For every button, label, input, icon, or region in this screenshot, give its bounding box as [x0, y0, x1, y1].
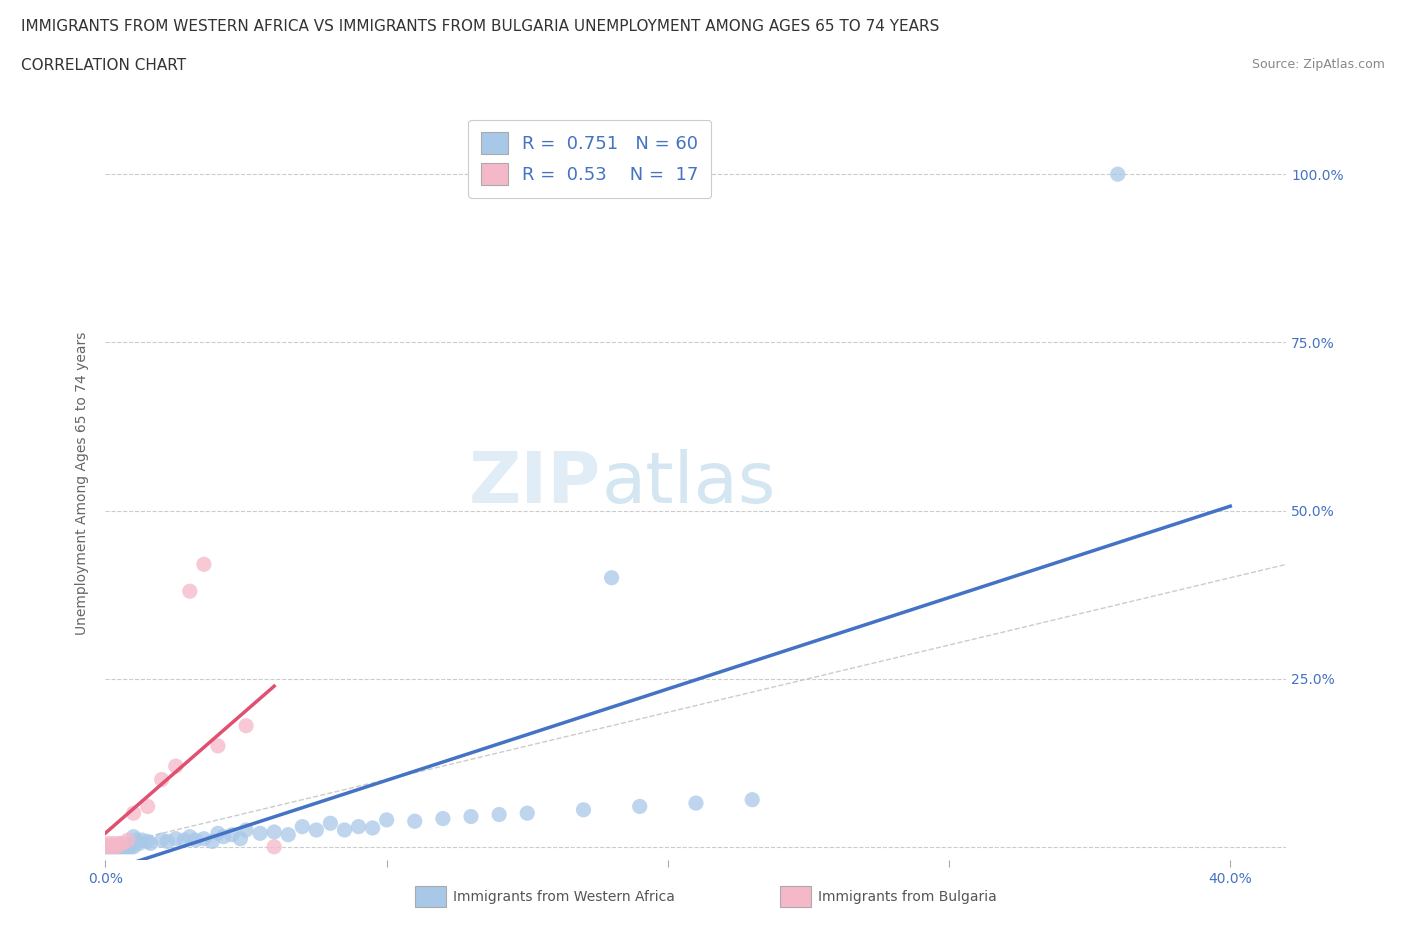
- Point: [108, 840, 131, 855]
- Point: [97, 839, 120, 854]
- Legend: R =  0.751   N = 60, R =  0.53    N =  17: R = 0.751 N = 60, R = 0.53 N = 17: [468, 120, 711, 198]
- Point: [201, 834, 224, 849]
- Text: Source: ZipAtlas.com: Source: ZipAtlas.com: [1251, 58, 1385, 71]
- Text: IMMIGRANTS FROM WESTERN AFRICA VS IMMIGRANTS FROM BULGARIA UNEMPLOYMENT AMONG AG: IMMIGRANTS FROM WESTERN AFRICA VS IMMIGR…: [21, 19, 939, 33]
- Point: [319, 816, 342, 830]
- Point: [263, 825, 285, 840]
- Point: [136, 834, 159, 849]
- Point: [114, 839, 136, 854]
- Point: [193, 831, 215, 846]
- Point: [375, 813, 398, 828]
- Point: [128, 836, 150, 851]
- Point: [94, 840, 117, 855]
- Point: [108, 836, 131, 851]
- Point: [212, 830, 235, 844]
- Point: [165, 759, 187, 774]
- Y-axis label: Unemployment Among Ages 65 to 74 years: Unemployment Among Ages 65 to 74 years: [76, 332, 90, 635]
- Point: [97, 836, 120, 851]
- Text: atlas: atlas: [602, 449, 776, 518]
- Point: [1107, 166, 1129, 181]
- Point: [105, 839, 128, 854]
- Point: [150, 832, 173, 847]
- Point: [333, 822, 356, 837]
- Point: [111, 836, 134, 851]
- Point: [100, 840, 122, 855]
- Point: [122, 840, 145, 855]
- Point: [291, 819, 314, 834]
- Point: [136, 799, 159, 814]
- Point: [184, 832, 207, 847]
- Point: [97, 840, 120, 855]
- Text: Immigrants from Bulgaria: Immigrants from Bulgaria: [818, 889, 997, 904]
- Point: [165, 831, 187, 846]
- Point: [108, 839, 131, 854]
- Point: [572, 803, 595, 817]
- Point: [179, 584, 201, 599]
- Point: [516, 805, 538, 820]
- Point: [229, 831, 252, 846]
- Point: [103, 840, 125, 855]
- Point: [94, 840, 117, 855]
- Point: [207, 738, 229, 753]
- Point: [122, 830, 145, 844]
- Point: [193, 557, 215, 572]
- Point: [100, 840, 122, 855]
- Point: [263, 840, 285, 855]
- Point: [117, 839, 139, 854]
- Point: [741, 792, 763, 807]
- Point: [207, 826, 229, 841]
- Point: [432, 811, 454, 826]
- Point: [139, 836, 162, 851]
- Point: [105, 840, 128, 855]
- Point: [94, 838, 117, 853]
- Point: [156, 834, 179, 849]
- Point: [122, 805, 145, 820]
- Point: [131, 832, 153, 847]
- Text: CORRELATION CHART: CORRELATION CHART: [21, 58, 186, 73]
- Point: [235, 718, 257, 733]
- Point: [221, 828, 243, 843]
- Point: [361, 820, 384, 835]
- Point: [277, 828, 299, 843]
- Point: [347, 819, 370, 834]
- Point: [100, 838, 122, 853]
- Point: [103, 836, 125, 851]
- Point: [117, 832, 139, 847]
- Point: [460, 809, 482, 824]
- Point: [305, 822, 328, 837]
- Text: ZIP: ZIP: [470, 449, 602, 518]
- Point: [404, 814, 426, 829]
- Point: [125, 832, 148, 847]
- Text: Immigrants from Western Africa: Immigrants from Western Africa: [453, 889, 675, 904]
- Point: [173, 832, 195, 847]
- Point: [249, 826, 271, 841]
- Point: [488, 807, 510, 822]
- Point: [105, 840, 128, 855]
- Point: [600, 570, 623, 585]
- Point: [235, 822, 257, 837]
- Point: [685, 796, 707, 811]
- Point: [120, 840, 142, 855]
- Point: [114, 840, 136, 855]
- Point: [111, 839, 134, 854]
- Point: [117, 840, 139, 855]
- Point: [150, 772, 173, 787]
- Point: [103, 839, 125, 854]
- Point: [179, 830, 201, 844]
- Point: [628, 799, 651, 814]
- Point: [111, 840, 134, 855]
